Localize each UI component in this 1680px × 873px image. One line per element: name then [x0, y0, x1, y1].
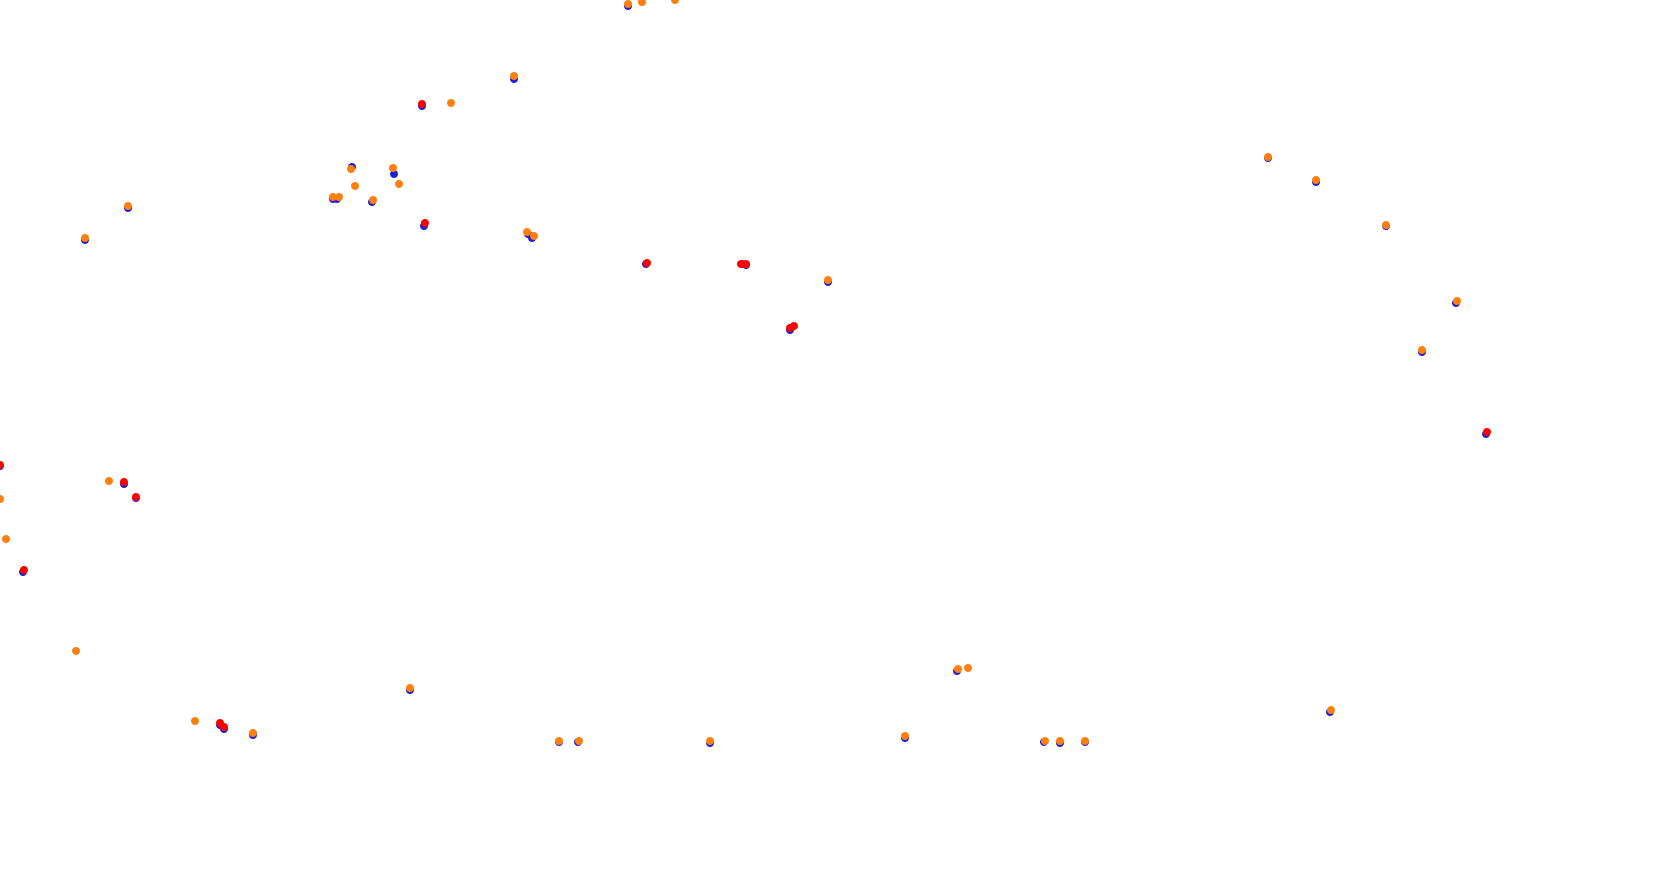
data-point [1327, 706, 1335, 714]
data-point [395, 180, 403, 188]
data-point [1081, 737, 1089, 745]
data-point [421, 219, 429, 227]
data-point [389, 164, 397, 172]
data-point [643, 259, 651, 267]
data-point [2, 535, 10, 543]
data-point [220, 723, 228, 731]
data-point [1483, 428, 1491, 436]
data-point [390, 170, 398, 178]
data-point [1312, 176, 1320, 184]
data-point [824, 276, 832, 284]
data-point [347, 165, 355, 173]
data-point [81, 234, 89, 242]
data-point [1056, 737, 1064, 745]
data-point [369, 196, 377, 204]
data-point [790, 322, 798, 330]
data-point [418, 100, 426, 108]
data-point [0, 461, 4, 469]
series-2 [0, 100, 1491, 731]
data-point [575, 737, 583, 745]
data-point [624, 0, 632, 8]
data-point [1418, 346, 1426, 354]
data-point [72, 647, 80, 655]
data-point [0, 495, 4, 503]
data-point [530, 232, 538, 240]
points-layer [0, 0, 1491, 747]
data-point [706, 737, 714, 745]
data-point [447, 99, 455, 107]
data-point [1382, 221, 1390, 229]
data-point [249, 729, 257, 737]
data-point [351, 182, 359, 190]
data-point [901, 732, 909, 740]
data-point [964, 664, 972, 672]
data-point [671, 0, 679, 4]
data-point [1264, 153, 1272, 161]
data-point [329, 193, 337, 201]
data-point [1453, 297, 1461, 305]
data-point [523, 228, 531, 236]
data-point [406, 684, 414, 692]
data-point [124, 202, 132, 210]
data-point [120, 478, 128, 486]
data-point [191, 717, 199, 725]
data-point [335, 193, 343, 201]
data-point [20, 566, 28, 574]
data-point [638, 0, 646, 6]
data-point [742, 260, 750, 268]
data-point [510, 72, 518, 80]
data-point [105, 477, 113, 485]
data-point [132, 493, 140, 501]
data-point [555, 737, 563, 745]
data-point [1041, 737, 1049, 745]
series-1 [0, 0, 1461, 745]
data-point [954, 665, 962, 673]
